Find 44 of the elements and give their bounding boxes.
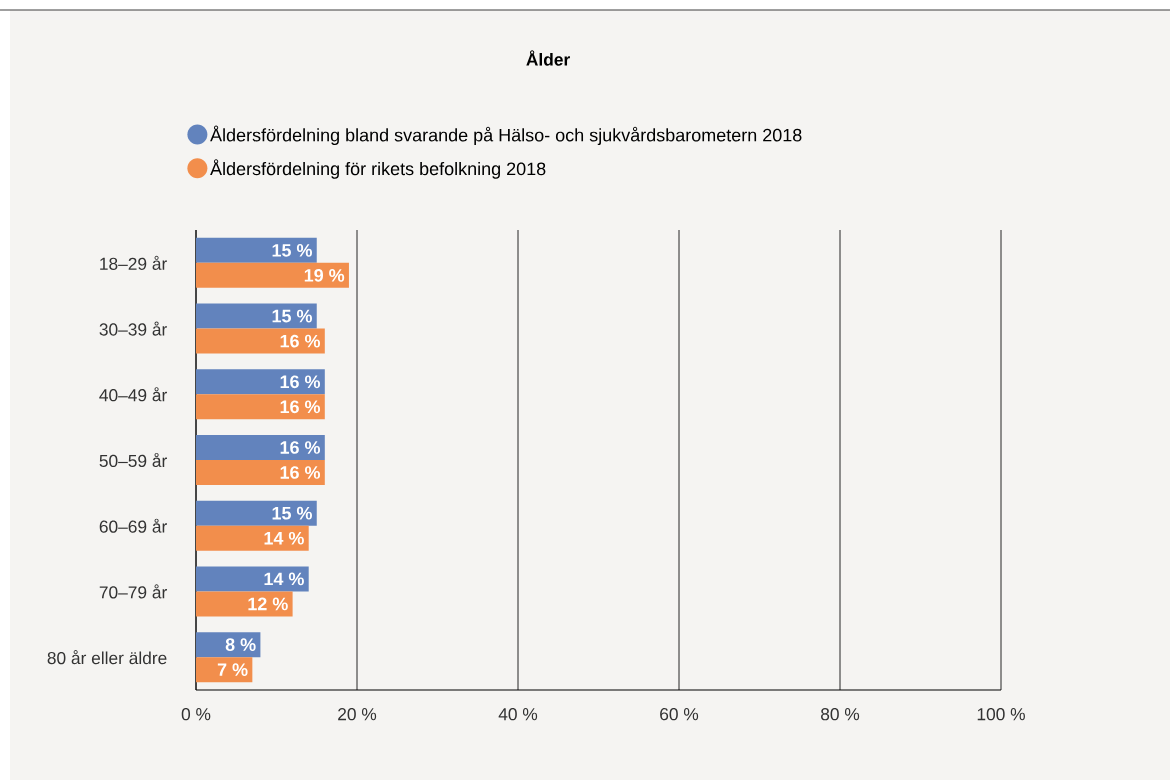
bar (196, 237, 317, 263)
data-label: 12 % (248, 597, 288, 611)
x-tick-label: 60 % (660, 708, 699, 721)
bar (196, 591, 293, 617)
y-tick-label: 80 år eller äldre (47, 650, 167, 665)
y-tick-label: 40–49 år (99, 387, 167, 402)
chart-title: Ålder (526, 50, 570, 66)
bar (196, 394, 325, 420)
bar (196, 328, 325, 354)
bar (196, 369, 325, 395)
data-label: 16 % (280, 334, 321, 348)
data-label: 7 % (217, 663, 248, 676)
bar (196, 525, 309, 551)
data-label: 14 % (264, 531, 304, 545)
data-label: 8 % (225, 638, 256, 651)
bar (196, 262, 349, 288)
data-label: 19 % (304, 268, 345, 282)
bar (196, 657, 253, 683)
data-label: 16 % (280, 400, 321, 414)
data-label: 16 % (280, 375, 321, 389)
y-tick-label: 30–39 år (99, 321, 167, 336)
data-label: 14 % (264, 572, 304, 586)
x-tick-label: 0 % (181, 708, 211, 721)
data-label: 15 % (272, 309, 312, 323)
x-tick-label: 20 % (338, 708, 377, 721)
bar (196, 566, 309, 592)
y-tick-label: 70–79 år (99, 584, 167, 599)
y-tick-label: 60–69 år (99, 518, 167, 533)
x-tick-label: 100 % (977, 708, 1025, 721)
x-tick-label: 40 % (498, 708, 538, 721)
bar (196, 303, 317, 329)
legend-label: Åldersfördelning bland svarande på Hälso- och sjukvårdsbarometern 2018 (210, 125, 802, 146)
bar (196, 434, 325, 460)
data-label: 15 % (272, 506, 312, 520)
data-label: 16 % (280, 466, 321, 479)
bar (196, 500, 317, 526)
bar (196, 632, 261, 658)
data-label: 16 % (280, 441, 321, 454)
data-label: 15 % (272, 244, 312, 257)
x-tick-label: 80 % (821, 708, 860, 721)
bar (196, 460, 325, 485)
y-tick-label: 18–29 år (100, 255, 167, 270)
legend-label: Åldersfördelning för rikets befolkning 2018 (210, 159, 546, 179)
y-tick-label: 50–59 år (99, 452, 167, 468)
